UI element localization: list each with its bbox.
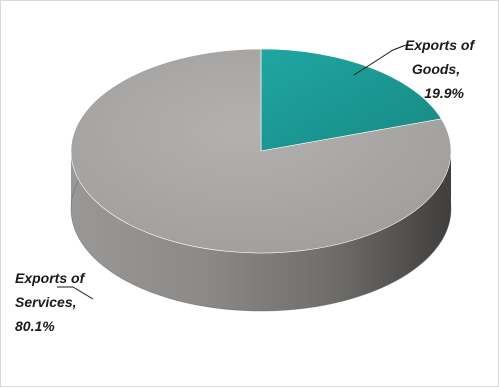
leader-line-services bbox=[57, 286, 94, 300]
pie-slice-exports-of-services bbox=[70, 48, 452, 254]
data-label-goods: Exports of Goods, 19.9% bbox=[405, 37, 478, 101]
pie-slice-exports-of-goods bbox=[260, 48, 442, 152]
leader-line-goods bbox=[353, 44, 407, 76]
data-label-services: Exports of Services, 80.1% bbox=[15, 270, 88, 334]
pie-side bbox=[71, 151, 451, 311]
